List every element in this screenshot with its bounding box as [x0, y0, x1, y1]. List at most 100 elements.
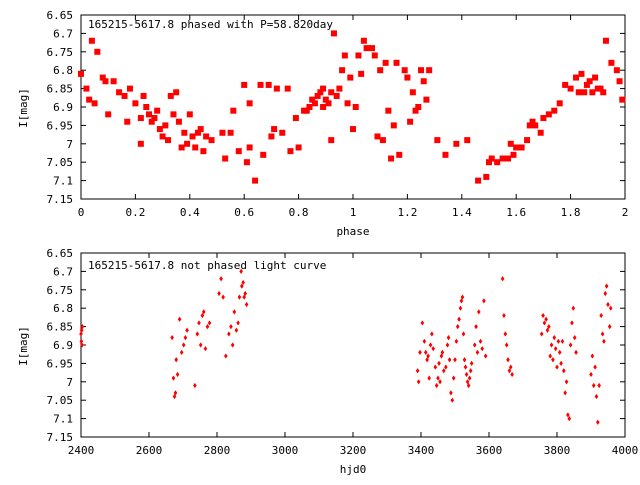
phased-data-point — [423, 96, 430, 103]
unphased-data-point — [451, 375, 456, 381]
phased-data-point — [328, 89, 335, 96]
unphased-data-point — [502, 312, 506, 319]
unphased-y-tick-label: 6.95 — [47, 357, 74, 370]
unphased-y-tick-label: 7.1 — [53, 413, 73, 426]
unphased-data-point — [593, 364, 597, 370]
phased-data-point — [510, 151, 517, 158]
unphased-data-point — [450, 397, 455, 403]
unphased-data-point — [422, 338, 427, 344]
phased-data-point — [529, 118, 536, 125]
phased-x-tick-label: 0.4 — [180, 206, 200, 219]
phased-data-point — [320, 104, 327, 110]
unphased-data-point — [173, 390, 178, 396]
unphased-data-point — [480, 346, 484, 352]
phased-data-point — [581, 89, 588, 96]
phased-data-point — [442, 151, 449, 158]
unphased-data-point — [80, 324, 85, 330]
phased-data-point — [333, 92, 340, 99]
phased-data-point — [379, 137, 386, 144]
phased-data-point — [116, 89, 123, 96]
unphased-data-point — [181, 342, 186, 348]
phased-data-point — [336, 85, 343, 92]
unphased-data-point — [589, 371, 593, 378]
unphased-data-point — [547, 324, 551, 330]
unphased-data-point — [423, 349, 428, 355]
phased-data-point — [597, 85, 604, 92]
phased-data-point — [94, 48, 101, 55]
phased-y-tick-label: 6.85 — [47, 83, 74, 96]
phased-data-point — [121, 92, 128, 99]
unphased-data-point — [460, 294, 465, 300]
unphased-data-point — [475, 349, 480, 355]
unphased-data-point — [437, 360, 441, 366]
unphased-x-tick-label: 4000 — [612, 444, 639, 457]
phased-data-point — [567, 85, 574, 92]
phased-data-point — [526, 122, 533, 129]
unphased-data-point — [242, 294, 246, 300]
phased-data-point — [453, 140, 460, 147]
phased-data-point — [575, 89, 582, 96]
phased-y-tick-label: 7.05 — [47, 156, 74, 169]
unphased-data-point — [458, 305, 463, 311]
unphased-data-point — [508, 364, 513, 370]
unphased-data-point — [500, 276, 505, 282]
unphased-data-point — [507, 368, 512, 374]
unphased-data-point — [544, 316, 548, 322]
unphased-data-point — [207, 320, 212, 326]
phased-data-point — [126, 85, 133, 92]
unphased-data-point — [200, 312, 205, 319]
unphased-data-point — [239, 268, 243, 274]
phased-data-point — [562, 81, 569, 88]
unphased-data-point — [221, 294, 225, 300]
unphased-data-point — [472, 342, 477, 348]
unphased-data-point — [607, 324, 612, 330]
phased-data-point — [151, 115, 158, 122]
phased-data-point — [146, 111, 152, 118]
phased-data-point — [295, 144, 302, 151]
unphased-data-points — [79, 268, 613, 425]
phased-data-point — [88, 37, 95, 44]
unphased-data-point — [171, 375, 176, 381]
unphased-data-point — [469, 360, 474, 366]
phased-data-point — [219, 129, 226, 136]
phased-data-point — [197, 126, 204, 133]
phased-data-point — [328, 137, 335, 144]
phased-data-point — [396, 151, 403, 158]
phased-data-point — [279, 129, 286, 136]
phased-data-point — [162, 122, 169, 129]
unphased-data-point — [557, 349, 562, 355]
phased-data-point — [143, 104, 150, 110]
phased-data-point — [350, 126, 356, 133]
phased-data-point — [208, 137, 215, 144]
phased-data-point — [374, 133, 381, 140]
unphased-data-point — [551, 357, 555, 363]
unphased-data-point — [80, 342, 84, 348]
phased-data-point — [292, 115, 299, 122]
unphased-data-point — [604, 283, 609, 289]
unphased-tick-labels: 2400 2600 2800 3000 3200 3400 3600 3800 4000 6.65… — [47, 247, 639, 457]
phased-data-point — [273, 85, 280, 92]
phased-data-point — [311, 100, 318, 107]
unphased-data-point — [445, 342, 450, 348]
phased-data-point — [409, 89, 416, 96]
unphased-y-tick-label: 6.7 — [53, 265, 73, 278]
phased-data-point — [341, 52, 348, 59]
phased-data-point — [613, 67, 620, 74]
unphased-data-point — [599, 312, 603, 319]
unphased-data-point — [597, 382, 601, 389]
unphased-data-point — [591, 382, 596, 389]
phased-data-point — [241, 81, 248, 88]
phased-y-tick-label: 6.65 — [47, 9, 74, 22]
phased-data-point — [532, 122, 539, 129]
unphased-data-point — [468, 368, 473, 374]
phased-data-point — [252, 177, 259, 184]
phased-data-point — [156, 126, 163, 133]
unphased-data-point — [556, 338, 561, 344]
unphased-data-point — [542, 320, 547, 326]
unphased-data-point — [183, 335, 188, 341]
phased-data-point — [545, 111, 552, 118]
phased-data-point — [192, 144, 199, 151]
phased-data-point — [99, 74, 106, 81]
unphased-data-point — [436, 375, 440, 381]
phased-data-point — [83, 85, 90, 92]
